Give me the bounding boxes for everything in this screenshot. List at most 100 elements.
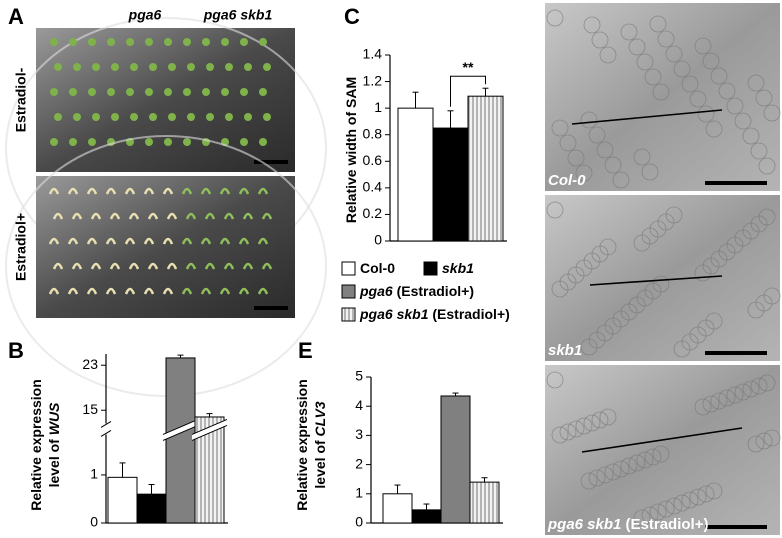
cell [596,141,614,159]
micrograph-label-part: (Estradiol+) [621,516,708,533]
bar-break [162,425,199,441]
y-tick-label: 23 [82,356,98,372]
cell [628,454,646,472]
cell [742,127,760,145]
cell [689,90,707,108]
cell [710,67,728,85]
y-tick-label: 15 [82,401,98,417]
seedling [107,88,115,96]
cell [588,126,606,144]
photo [36,176,295,318]
seedling [86,187,98,195]
cell [575,164,593,182]
seedling [50,38,58,46]
seedling [206,113,214,121]
seedling [168,63,176,71]
arrow [571,109,723,125]
bar [467,95,504,242]
annotation: ** [463,59,474,75]
cell [575,417,593,435]
cell [588,469,606,487]
legend-swatch [423,261,438,276]
cell [681,491,699,509]
seedling [143,187,155,195]
seedling [86,287,98,295]
y-axis-label: Relative width of SAM [343,77,359,223]
axis-break [100,430,112,437]
seedling [73,63,81,71]
y-tick-label: 0 [90,514,98,530]
seedling [143,287,155,295]
cell [546,371,564,389]
y-axis-label: level of WUS [46,402,62,487]
bar [469,481,500,524]
seedling [206,63,214,71]
seedling [200,187,212,195]
seedling [259,88,267,96]
cell [673,494,691,512]
y-axis-label-part: Relative width of SAM [343,77,359,223]
cell [755,89,773,107]
column-label: pga6 skb1 [203,7,273,23]
legend-label-part: pga6 skb1 [359,306,429,322]
legend-label: pga6 (Estradiol+) [359,283,474,299]
seedling [145,38,153,46]
micrograph-label: pga6 skb1 (Estradiol+) [547,516,708,533]
seedling [88,38,96,46]
seedling [221,88,229,96]
seedling [54,63,62,71]
cell [652,445,670,463]
bar [107,476,138,524]
cell [702,395,720,413]
cell [551,426,569,444]
legend-swatch [341,261,356,276]
bar-break [192,419,227,441]
y-tick-label: 0.4 [363,179,383,195]
seedling [187,63,195,71]
cell [689,488,707,506]
seedling [109,212,121,220]
seedling [221,38,229,46]
seedling [185,262,197,270]
cell [644,448,662,466]
seedling [259,38,267,46]
seedling [162,287,174,295]
y-axis-label-part: level of [46,439,62,488]
legend-label-part: Col-0 [360,260,395,276]
cell [665,45,683,63]
seedling [204,212,216,220]
cell [665,497,683,515]
cell [604,463,622,481]
seedling [124,237,136,245]
panel-label: A [8,4,24,29]
y-tick-label: 1 [355,485,363,501]
seedling [145,88,153,96]
seedling [88,88,96,96]
bar-break [191,425,228,441]
cell [750,142,768,160]
cell [726,386,744,404]
cell [747,301,765,319]
cell [567,149,585,167]
seedling [105,237,117,245]
seedling [130,113,138,121]
seedling [48,187,60,195]
seedling [181,187,193,195]
seedling [200,237,212,245]
y-tick-label: 0.2 [363,205,383,221]
seedling [244,113,252,121]
y-axis-label-gene: CLV3 [312,401,328,436]
cell [583,414,601,432]
seedling [242,212,254,220]
cell [705,120,723,138]
seedling [105,187,117,195]
seedling [225,63,233,71]
seedling [164,138,172,146]
seedling [109,262,121,270]
seedling [126,38,134,46]
cell [681,75,699,93]
seedling [164,88,172,96]
y-axis-label: level of CLV3 [312,401,328,488]
panel-label: E [298,338,313,363]
